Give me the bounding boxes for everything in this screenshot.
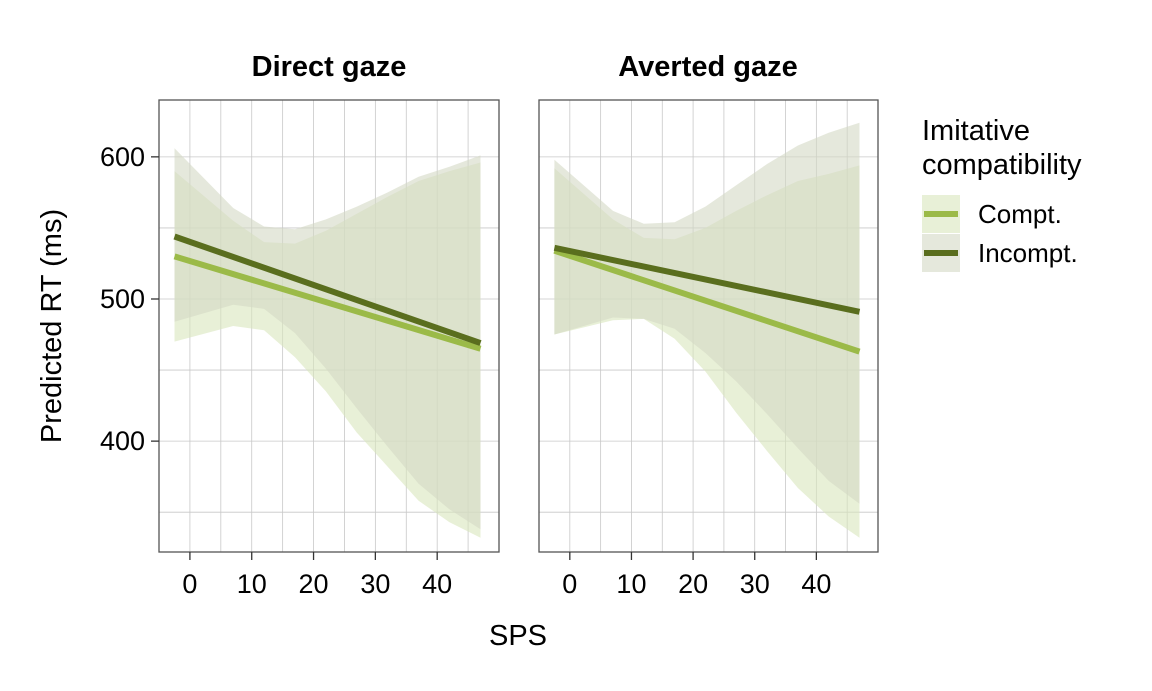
panel-border [158,99,500,553]
x-tick-label: 10 [616,569,646,599]
series-line-incompt [173,233,482,346]
x-axis-title: SPS [489,620,547,652]
series-line-incompt [553,244,861,315]
panel-title-averted-gaze: Averted gaze [618,51,797,83]
series-line-compt [553,247,861,355]
x-tick-label: 30 [360,569,390,599]
x-axes: 0 10 20 30 40 0 10 20 30 40 [182,552,831,599]
ci-band-incompt [174,148,481,530]
panel-direct-gaze [158,99,500,553]
y-axis-title: Predicted RT (ms) [36,209,68,443]
x-tick-label: 20 [678,569,708,599]
panel-border [538,99,879,553]
y-tick-label: 400 [100,426,145,456]
x-tick-label: 20 [299,569,329,599]
legend-title-line1: Imitative [922,115,1030,147]
legend-keys [922,195,960,272]
x-tick-label: 10 [237,569,267,599]
x-tick-label: 0 [182,569,197,599]
panel-title-direct-gaze: Direct gaze [252,51,407,83]
y-tick-label: 600 [100,142,145,172]
x-tick-label: 0 [562,569,577,599]
panel-averted-gaze [538,99,879,553]
series-line-compt [173,253,482,352]
ci-band-incompt [554,122,860,504]
legend-title-line2: compatibility [922,149,1082,181]
x-tick-label: 30 [740,569,770,599]
y-tick-label: 500 [100,284,145,314]
legend-label-compt: Compt. [978,199,1062,229]
legend: Imitative compatibility Compt. Incompt. [922,115,1082,272]
y-axis: 400 500 600 [100,142,159,456]
x-tick-label: 40 [422,569,452,599]
legend-label-incompt: Incompt. [978,238,1078,268]
x-tick-label: 40 [801,569,831,599]
